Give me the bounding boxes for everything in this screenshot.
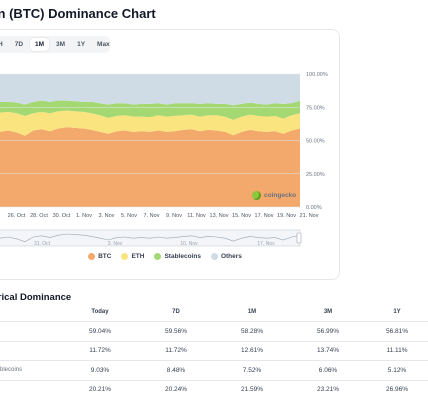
legend-dot-eth bbox=[121, 253, 129, 260]
navigator-line bbox=[0, 233, 301, 243]
legend-item-stablecoins[interactable]: Stablecoins bbox=[154, 253, 201, 260]
table-cell: 56.81% bbox=[366, 321, 428, 341]
table-cell: 21.59% bbox=[214, 379, 290, 399]
table-cell: 59.04% bbox=[62, 321, 138, 341]
legend-label-others: Others bbox=[220, 253, 242, 260]
table-header-asset bbox=[0, 303, 62, 322]
x-tick-label: 17. Nov bbox=[255, 213, 274, 219]
x-tick-label: 9. Nov bbox=[166, 213, 182, 219]
x-tick-label: 3. Nov bbox=[99, 213, 115, 219]
tab-1y[interactable]: 1Y bbox=[77, 41, 86, 48]
legend-item-eth[interactable]: ETH bbox=[121, 253, 144, 260]
row-label bbox=[0, 379, 62, 399]
legend-label-stablecoins: Stablecoins bbox=[164, 253, 201, 260]
x-tick-label: 11. Nov bbox=[187, 213, 206, 219]
table-cell: 20.21% bbox=[62, 379, 138, 399]
watermark-text: coingecko bbox=[264, 192, 297, 199]
table-cell: 6.06% bbox=[290, 360, 366, 380]
legend-dot-stablecoins bbox=[154, 253, 162, 260]
table-header-3m: 3M bbox=[323, 309, 333, 315]
x-tick-label: 26. Oct bbox=[8, 213, 26, 219]
navigator-label: 17. Nov bbox=[257, 241, 275, 247]
table-cell: 11.72% bbox=[62, 340, 138, 361]
historical-dominance-title: orical Dominance bbox=[0, 292, 72, 303]
table-cell: 23.21% bbox=[290, 379, 366, 399]
timeframe-tabs: H 7D 1M 3M 1Y Max bbox=[0, 36, 110, 53]
table-cell: 13.74% bbox=[290, 340, 366, 361]
legend-dot-others bbox=[210, 253, 218, 260]
legend-label-eth: ETH bbox=[131, 253, 145, 260]
table-cell: 9.03% bbox=[62, 360, 138, 380]
tab-3m[interactable]: 3M bbox=[56, 41, 66, 48]
table-cell: 20.24% bbox=[138, 379, 214, 399]
chart-legend: BTC ETH Stablecoins Others bbox=[0, 253, 330, 260]
table-cell: 58.28% bbox=[214, 321, 290, 341]
table-cell: 56.99% bbox=[290, 321, 366, 341]
y-tick-label: 75.00% bbox=[306, 105, 325, 111]
row-label: blecoins bbox=[0, 360, 62, 380]
area-series-btc[interactable] bbox=[0, 127, 300, 207]
legend-dot-btc bbox=[88, 253, 96, 260]
x-tick-label: 15. Nov bbox=[232, 213, 251, 219]
x-tick-label: 28. Oct bbox=[30, 213, 48, 219]
y-tick-label: 0.00% bbox=[306, 205, 322, 211]
navigator-label: 31. Oct bbox=[34, 241, 51, 247]
table-header-row: Today 7D 1M 3M 1Y bbox=[0, 303, 428, 322]
x-tick-label: 30. Oct bbox=[53, 213, 71, 219]
table-cell: 11.11% bbox=[366, 340, 428, 361]
legend-label-btc: BTC bbox=[98, 253, 112, 260]
area-series-stablecoins[interactable] bbox=[0, 100, 300, 120]
tab-1m[interactable]: 1M bbox=[30, 38, 50, 51]
page-title: oin (BTC) Dominance Chart bbox=[0, 6, 156, 21]
x-tick-label: 5. Nov bbox=[121, 213, 137, 219]
navigator-label: 10. Nov bbox=[180, 241, 198, 247]
table-header-7d: 7D bbox=[172, 309, 180, 315]
table-cell: 7.52% bbox=[214, 360, 290, 380]
table-cell: 59.56% bbox=[138, 321, 214, 341]
navigator-label: 3. Nov bbox=[108, 241, 123, 247]
historical-dominance-table: Today 7D 1M 3M 1Y 59.04% 59.56% 58.28% 5… bbox=[0, 303, 428, 399]
area-series-others[interactable] bbox=[0, 74, 300, 106]
table-cell: 11.72% bbox=[138, 340, 214, 361]
legend-item-btc[interactable]: BTC bbox=[88, 253, 111, 260]
row-label bbox=[0, 340, 62, 361]
table-header-1m: 1M bbox=[247, 309, 257, 315]
table-cell: 26.96% bbox=[366, 379, 428, 399]
x-tick-label: 19. Nov bbox=[277, 213, 296, 219]
x-tick-label: 7. Nov bbox=[144, 213, 160, 219]
table-header-today: Today bbox=[91, 309, 109, 315]
y-tick-label: 50.00% bbox=[306, 139, 325, 145]
coingecko-logo-icon bbox=[252, 191, 261, 200]
table-row: 20.21% 20.24% 21.59% 23.21% 26.96% bbox=[0, 379, 428, 399]
y-tick-label: 25.00% bbox=[306, 172, 325, 178]
row-label bbox=[0, 321, 62, 341]
coingecko-watermark: coingecko bbox=[252, 191, 296, 200]
dominance-chart[interactable]: 100.00%75.00%50.00%25.00%0.00%Oct26. Oct… bbox=[0, 0, 428, 260]
x-tick-label: 13. Nov bbox=[210, 213, 229, 219]
tab-24h[interactable]: H bbox=[0, 41, 3, 48]
table-row: 59.04% 59.56% 58.28% 56.99% 56.81% bbox=[0, 321, 428, 341]
table-header-1y: 1Y bbox=[393, 309, 401, 315]
x-tick-label: 1. Nov bbox=[76, 213, 92, 219]
y-tick-label: 100.00% bbox=[306, 72, 328, 78]
table-cell: 8.48% bbox=[138, 360, 214, 380]
table-row: blecoins 9.03% 8.48% 7.52% 6.06% 5.12% bbox=[0, 360, 428, 380]
tab-max[interactable]: Max bbox=[97, 41, 110, 48]
area-series-eth[interactable] bbox=[0, 110, 300, 136]
table-row: 11.72% 11.72% 12.61% 13.74% 11.11% bbox=[0, 340, 428, 361]
table-cell: 12.61% bbox=[214, 340, 290, 361]
navigator-handle[interactable] bbox=[296, 232, 302, 244]
legend-item-others[interactable]: Others bbox=[210, 253, 242, 260]
x-tick-label: 21. Nov bbox=[300, 213, 319, 219]
tab-7d[interactable]: 7D bbox=[14, 41, 24, 48]
table-cell: 5.12% bbox=[366, 360, 428, 380]
